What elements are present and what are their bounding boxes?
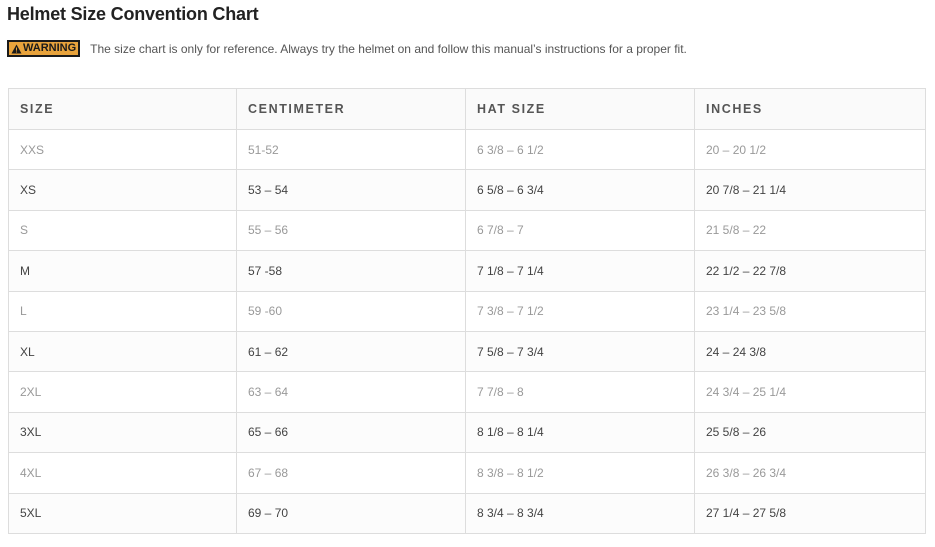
table-row: 4XL 67 – 68 8 3/8 – 8 1/2 26 3/8 – 26 3/4 [8,452,926,494]
cell-size: S [8,209,237,252]
warning-triangle-icon [11,44,22,53]
cell-centimeter: 61 – 62 [236,330,466,373]
cell-centimeter: 69 – 70 [236,492,466,534]
cell-inches: 24 – 24 3/8 [694,330,926,373]
cell-inches: 22 1/2 – 22 7/8 [694,250,926,292]
column-header-hat-size: HAT SIZE [465,88,695,130]
cell-centimeter: 55 – 56 [236,209,466,252]
column-header-inches: INCHES [694,88,926,130]
cell-size: 3XL [8,411,237,454]
cell-size: M [8,250,237,292]
cell-hat-size: 6 3/8 – 6 1/2 [465,128,695,171]
cell-inches: 27 1/4 – 27 5/8 [694,492,926,534]
cell-centimeter: 57 -58 [236,250,466,292]
cell-size: 2XL [8,371,237,413]
cell-size: XS [8,169,237,211]
column-header-size: SIZE [8,88,237,130]
warning-notice: WARNING The size chart is only for refer… [7,40,687,57]
table-row: XXS 51-52 6 3/8 – 6 1/2 20 – 20 1/2 [8,128,926,171]
cell-inches: 23 1/4 – 23 5/8 [694,290,926,332]
cell-inches: 20 7/8 – 21 1/4 [694,169,926,211]
cell-hat-size: 7 5/8 – 7 3/4 [465,330,695,373]
table-header-row: SIZE CENTIMETER HAT SIZE INCHES [8,88,926,130]
cell-size: XXS [8,128,237,171]
warning-text: The size chart is only for reference. Al… [90,41,687,56]
cell-inches: 25 5/8 – 26 [694,411,926,454]
cell-hat-size: 6 5/8 – 6 3/4 [465,169,695,211]
cell-inches: 21 5/8 – 22 [694,209,926,252]
cell-size: L [8,290,237,332]
cell-centimeter: 59 -60 [236,290,466,332]
cell-centimeter: 63 – 64 [236,371,466,413]
cell-hat-size: 8 3/4 – 8 3/4 [465,492,695,534]
table-row: 2XL 63 – 64 7 7/8 – 8 24 3/4 – 25 1/4 [8,371,926,413]
column-header-centimeter: CENTIMETER [236,88,466,130]
cell-hat-size: 8 3/8 – 8 1/2 [465,452,695,494]
table-row: 3XL 65 – 66 8 1/8 – 8 1/4 25 5/8 – 26 [8,411,926,454]
cell-hat-size: 6 7/8 – 7 [465,209,695,252]
cell-inches: 20 – 20 1/2 [694,128,926,171]
size-table: SIZE CENTIMETER HAT SIZE INCHES XXS 51-52… [8,88,926,534]
cell-hat-size: 7 3/8 – 7 1/2 [465,290,695,332]
cell-centimeter: 51-52 [236,128,466,171]
table-row: XS 53 – 54 6 5/8 – 6 3/4 20 7/8 – 21 1/4 [8,169,926,211]
cell-hat-size: 8 1/8 – 8 1/4 [465,411,695,454]
cell-hat-size: 7 7/8 – 8 [465,371,695,413]
table-row: L 59 -60 7 3/8 – 7 1/2 23 1/4 – 23 5/8 [8,290,926,332]
cell-hat-size: 7 1/8 – 7 1/4 [465,250,695,292]
cell-centimeter: 65 – 66 [236,411,466,454]
table-row: S 55 – 56 6 7/8 – 7 21 5/8 – 22 [8,209,926,252]
cell-centimeter: 67 – 68 [236,452,466,494]
table-row: XL 61 – 62 7 5/8 – 7 3/4 24 – 24 3/8 [8,330,926,373]
warning-badge: WARNING [7,40,81,57]
page-title: Helmet Size Convention Chart [7,4,259,24]
cell-size: XL [8,330,237,373]
table-row: 5XL 69 – 70 8 3/4 – 8 3/4 27 1/4 – 27 5/8 [8,492,926,534]
warning-badge-label: WARNING [23,42,77,54]
cell-size: 5XL [8,492,237,534]
cell-inches: 24 3/4 – 25 1/4 [694,371,926,413]
table-row: M 57 -58 7 1/8 – 7 1/4 22 1/2 – 22 7/8 [8,250,926,292]
cell-inches: 26 3/8 – 26 3/4 [694,452,926,494]
cell-centimeter: 53 – 54 [236,169,466,211]
cell-size: 4XL [8,452,237,494]
